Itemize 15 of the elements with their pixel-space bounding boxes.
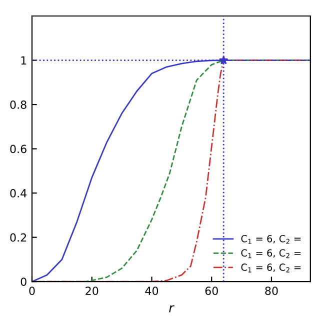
legend-label: C$_{1}$ = 6, C$_{2}$ =: [241, 264, 301, 272]
x-tick-label: 60: [205, 286, 218, 296]
y-tick-label: 0.2: [10, 233, 26, 242]
x-tick-label: 0: [29, 286, 35, 296]
y-tick-label: 0.4: [10, 189, 27, 198]
x-tick-label: 40: [145, 286, 158, 296]
y-tick-label: 1: [21, 56, 26, 64]
y-tick-label: 0.6: [10, 144, 26, 154]
y-tick-label: 0: [20, 278, 26, 286]
y-tick-label: 0.8: [10, 100, 26, 109]
legend-label: C$_{1}$ = 6, C$_{2}$ =: [241, 234, 301, 244]
x-tick-label: 80: [265, 286, 278, 296]
x-axis-title: r: [169, 305, 174, 312]
legend-label: C$_{1}$ = 6, C$_{2}$ =: [241, 249, 301, 258]
x-tick-label: 20: [86, 286, 98, 296]
